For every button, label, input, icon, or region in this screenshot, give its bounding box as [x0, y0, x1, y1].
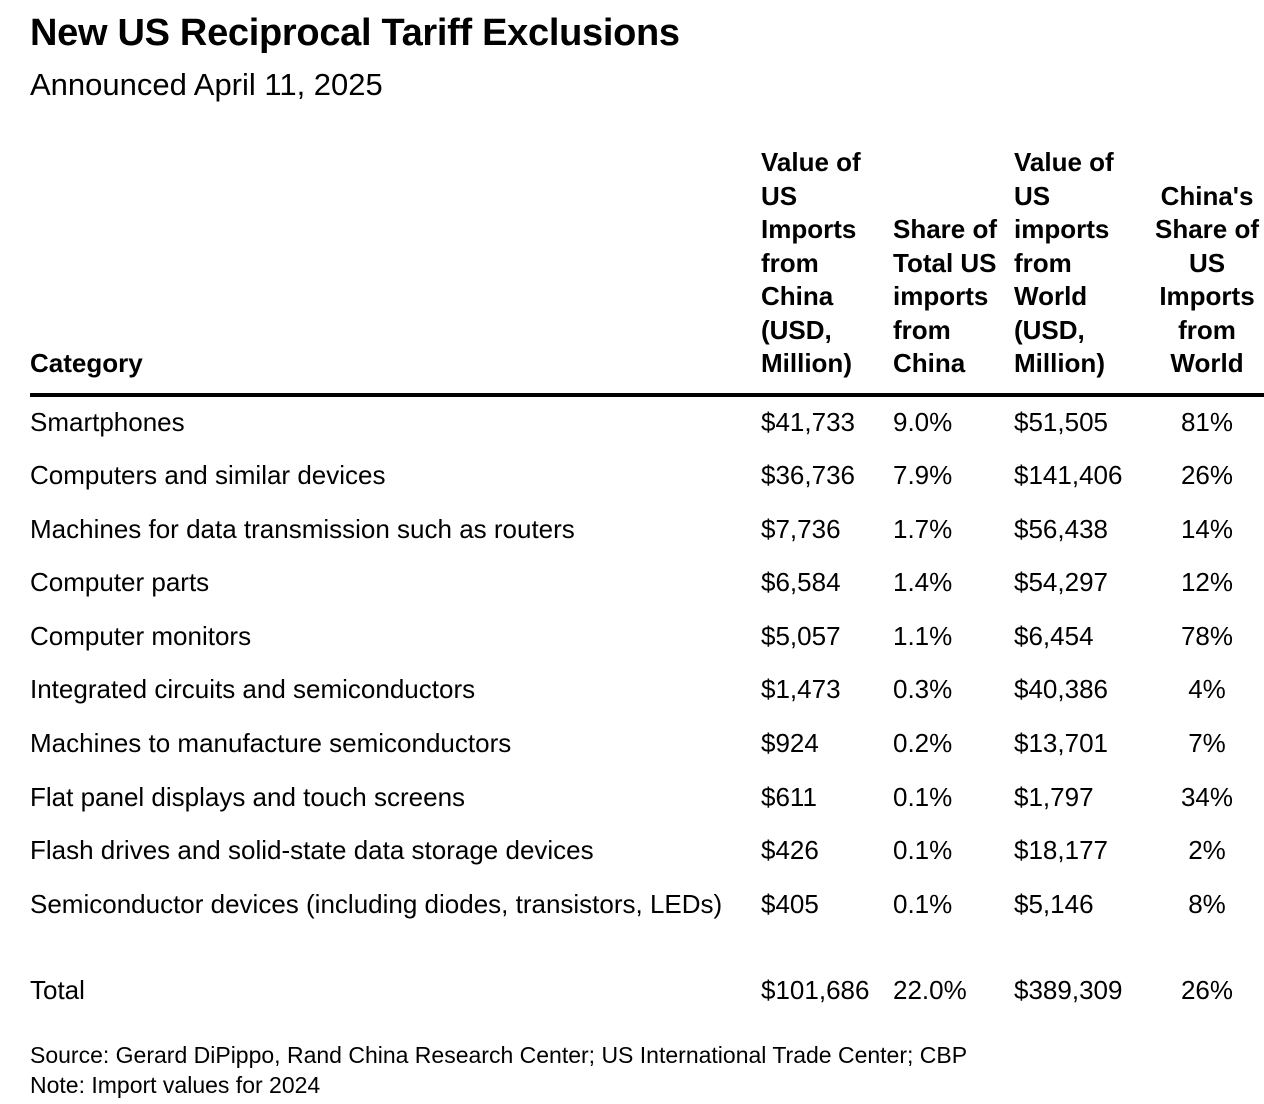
cell-category: Machines to manufacture semiconductors — [30, 728, 512, 759]
table-row: Flash drives and solid-state data storag… — [30, 835, 1264, 889]
table-row: Semiconductor devices (including diodes,… — [30, 889, 1264, 975]
cell-china-value: $101,686 — [761, 974, 870, 1005]
chart-title: New US Reciprocal Tariff Exclusions — [30, 12, 680, 54]
cell-china-value: $36,736 — [761, 460, 855, 491]
cell-world-value: $54,297 — [1014, 567, 1108, 598]
table-row: Smartphones $41,733 9.0% $51,505 81% — [30, 395, 1264, 461]
cell-category: Smartphones — [30, 406, 185, 437]
cell-world-share: 14% — [1180, 513, 1234, 544]
table-row: Machines to manufacture semiconductors $… — [30, 728, 1264, 782]
cell-china-share: 7.9% — [893, 460, 953, 491]
cell-world-value: $141,406 — [1014, 460, 1123, 491]
table-row: Computers and similar devices $36,736 7.… — [30, 460, 1264, 514]
cell-china-share: 0.1% — [893, 888, 953, 919]
cell-category: Semiconductor devices (including diodes,… — [30, 888, 723, 919]
table-row: Computer parts $6,584 1.4% $54,297 12% — [30, 567, 1264, 621]
cell-world-share: 78% — [1180, 620, 1234, 651]
table-row-total: Total $101,686 22.0% $389,309 26% — [30, 975, 1264, 1029]
column-header-china-share: Share of Total US imports from China — [893, 146, 1014, 397]
cell-world-share: 81% — [1180, 406, 1234, 437]
chart-subtitle: Announced April 11, 2025 — [30, 67, 383, 102]
cell-china-share: 0.2% — [893, 728, 953, 759]
cell-world-share: 34% — [1180, 781, 1234, 812]
cell-world-value: $18,177 — [1014, 835, 1108, 866]
source-note: Source: Gerard DiPippo, Rand China Resea… — [30, 1042, 968, 1068]
cell-world-value: $40,386 — [1014, 674, 1108, 705]
column-header-category: Category — [30, 146, 761, 397]
cell-china-value: $5,057 — [761, 620, 841, 651]
cell-world-value: $51,505 — [1014, 406, 1108, 437]
table-row: Flat panel displays and touch screens $6… — [30, 782, 1264, 836]
cell-china-value: $405 — [761, 888, 819, 919]
cell-china-value: $6,584 — [761, 567, 841, 598]
table-header-row: Category Value of US Imports from China … — [30, 146, 1264, 397]
tariff-exclusions-table: Category Value of US Imports from China … — [30, 146, 1264, 1028]
cell-china-value: $7,736 — [761, 513, 841, 544]
cell-china-share: 0.1% — [893, 835, 953, 866]
data-note: Note: Import values for 2024 — [30, 1071, 321, 1098]
cell-world-share: 26% — [1180, 974, 1234, 1005]
cell-category: Total — [30, 974, 85, 1005]
cell-world-value: $5,146 — [1014, 888, 1094, 919]
column-header-world-share: China's Share of US Imports from World — [1150, 146, 1264, 397]
cell-china-value: $41,733 — [761, 406, 855, 437]
cell-category: Computers and similar devices — [30, 460, 386, 491]
cell-china-share: 0.3% — [893, 674, 953, 705]
cell-world-value: $13,701 — [1014, 728, 1108, 759]
cell-world-share: 2% — [1188, 835, 1226, 866]
cell-world-share: 8% — [1188, 888, 1226, 919]
table-row: Integrated circuits and semiconductors $… — [30, 674, 1264, 728]
cell-china-share: 1.1% — [893, 620, 953, 651]
cell-world-value: $56,438 — [1014, 513, 1108, 544]
cell-world-share: 12% — [1180, 567, 1234, 598]
cell-china-share: 0.1% — [893, 781, 953, 812]
cell-china-value: $924 — [761, 728, 819, 759]
cell-world-share: 26% — [1180, 460, 1234, 491]
cell-category: Machines for data transmission such as r… — [30, 513, 575, 544]
cell-world-value: $1,797 — [1014, 781, 1094, 812]
cell-category: Computer monitors — [30, 620, 252, 651]
cell-china-share: 22.0% — [893, 974, 967, 1005]
table-row: Computer monitors $5,057 1.1% $6,454 78% — [30, 621, 1264, 675]
chart-footer: Source: Gerard DiPippo, Rand China Resea… — [30, 1041, 967, 1100]
cell-world-value: $389,309 — [1014, 974, 1123, 1005]
cell-china-share: 9.0% — [893, 406, 953, 437]
cell-category: Computer parts — [30, 567, 210, 598]
cell-china-value: $426 — [761, 835, 819, 866]
cell-china-share: 1.7% — [893, 513, 953, 544]
cell-world-share: 7% — [1188, 728, 1226, 759]
column-header-world-value: Value of US imports from World (USD, Mil… — [1014, 146, 1150, 397]
cell-china-value: $1,473 — [761, 674, 841, 705]
cell-category: Integrated circuits and semiconductors — [30, 674, 476, 705]
cell-china-value: $611 — [761, 781, 817, 812]
table-row: Machines for data transmission such as r… — [30, 514, 1264, 568]
cell-world-share: 4% — [1188, 674, 1226, 705]
cell-china-share: 1.4% — [893, 567, 953, 598]
column-header-china-value: Value of US Imports from China (USD, Mil… — [761, 146, 893, 397]
cell-category: Flat panel displays and touch screens — [30, 781, 466, 812]
cell-category: Flash drives and solid-state data storag… — [30, 835, 594, 866]
cell-world-value: $6,454 — [1014, 620, 1094, 651]
